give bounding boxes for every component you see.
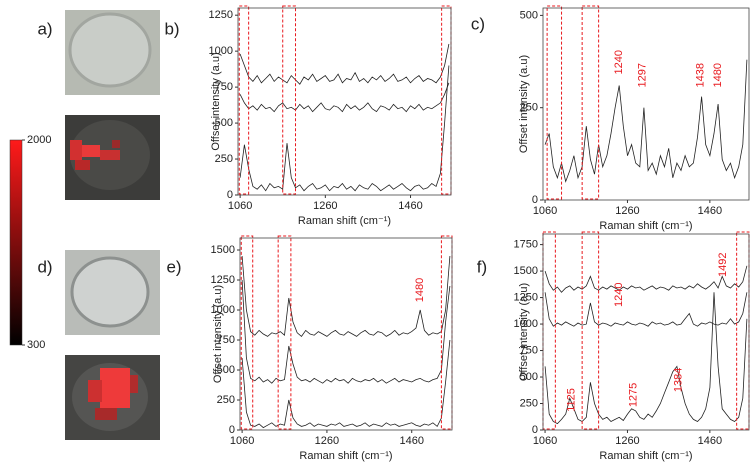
peak-annotation: 1275 (628, 383, 640, 407)
highlight-region (240, 235, 254, 430)
y-axis-label: Offset intensity (a.u) (210, 52, 222, 150)
y-tick-label: 750 (520, 344, 538, 356)
x-axis-label: Raman shift (cm⁻¹) (599, 220, 692, 232)
raman-map (65, 115, 160, 200)
plot-area (544, 59, 748, 183)
y-tick-label: 750 (215, 81, 233, 93)
colorbar (9, 139, 23, 346)
colorbar-tick-label: 300 (27, 339, 45, 351)
peak-annotation: 1438 (695, 63, 707, 87)
x-tick-label: 1460 (398, 200, 422, 212)
spectrum-line (239, 82, 450, 113)
x-tick-label: 1260 (615, 205, 639, 217)
highlight-region (441, 5, 452, 195)
spectrum-line (544, 292, 748, 425)
y-tick-label: 750 (217, 334, 235, 346)
y-tick-label: 0 (532, 424, 538, 436)
y-tick-label: 1750 (514, 239, 538, 251)
peak-annotation: 1384 (672, 368, 684, 392)
spectrum-line (544, 59, 748, 183)
peak-annotation: 1240 (613, 50, 625, 74)
y-tick-label: 0 (227, 189, 233, 201)
highlight-region (440, 235, 453, 430)
y-tick-label: 0 (229, 424, 235, 436)
y-tick-label: 500 (215, 117, 233, 129)
bright-field-image (65, 10, 160, 95)
x-tick-label: 1060 (533, 205, 557, 217)
x-tick-label: 1260 (615, 435, 639, 447)
y-tick-label: 500 (520, 371, 538, 383)
peak-annotation: 1240 (613, 282, 625, 306)
peak-annotation: 1125 (566, 388, 578, 412)
y-tick-label: 250 (520, 102, 538, 114)
y-axis-label: Offset intensity (a.u) (212, 285, 224, 383)
peak-annotation: 1480 (712, 63, 724, 87)
panel-label: a) (37, 19, 52, 38)
x-tick-label: 1460 (698, 435, 722, 447)
x-tick-label: 1060 (228, 200, 252, 212)
spectrum-line (239, 43, 450, 85)
axes-frame (542, 233, 750, 431)
y-tick-label: 0 (532, 194, 538, 206)
x-axis-label: Raman shift (cm⁻¹) (599, 450, 692, 462)
y-tick-label: 1000 (514, 318, 538, 330)
y-tick-label: 1000 (209, 45, 233, 57)
plot-area (544, 265, 748, 425)
plot-area (239, 43, 450, 192)
panel-label: d) (37, 257, 52, 276)
x-tick-label: 1060 (533, 435, 557, 447)
plot-area (241, 255, 451, 429)
spectrum-line (241, 255, 451, 337)
x-axis-label: Raman shift (cm⁻¹) (298, 215, 391, 227)
peak-annotation: 1297 (637, 63, 649, 87)
spectrum-line (239, 65, 450, 192)
x-tick-label: 1260 (315, 435, 339, 447)
y-tick-label: 500 (217, 364, 235, 376)
y-tick-label: 1250 (514, 291, 538, 303)
panel-label: b) (164, 19, 179, 38)
highlight-region (581, 5, 600, 200)
x-tick-label: 1260 (313, 200, 337, 212)
y-tick-label: 1500 (514, 265, 538, 277)
spectrum-line (544, 265, 748, 293)
x-tick-label: 1060 (230, 435, 254, 447)
spectrum-line (241, 339, 451, 429)
spectrum-line (241, 279, 451, 384)
peak-annotation: 1480 (414, 278, 426, 302)
axes-frame (542, 7, 750, 201)
x-axis-label: Raman shift (cm⁻¹) (299, 450, 392, 462)
y-tick-label: 250 (520, 397, 538, 409)
axes-frame (237, 7, 452, 196)
raman-map (65, 355, 160, 440)
y-axis-label: Offset intensity (a.u) (518, 55, 530, 153)
bright-field-image (65, 250, 160, 335)
y-tick-label: 1000 (211, 304, 235, 316)
y-axis-label: Offset intensity (a.u) (518, 283, 530, 381)
peak-annotation: 1492 (717, 252, 729, 276)
y-tick-label: 1500 (211, 244, 235, 256)
y-tick-label: 1250 (211, 274, 235, 286)
highlight-region (542, 231, 556, 430)
highlight-region (238, 5, 250, 195)
highlight-region (282, 5, 297, 195)
y-tick-label: 500 (520, 9, 538, 21)
axes-frame (239, 237, 453, 431)
y-tick-label: 250 (215, 153, 233, 165)
panel-label: e) (166, 257, 181, 276)
panel-label: c) (471, 14, 485, 33)
y-tick-label: 1250 (209, 9, 233, 21)
x-tick-label: 1460 (698, 205, 722, 217)
highlight-region (581, 231, 600, 430)
highlight-region (277, 235, 292, 430)
panel-label: f) (477, 257, 487, 276)
x-tick-label: 1460 (399, 435, 423, 447)
y-tick-label: 250 (217, 394, 235, 406)
highlight-region (546, 5, 563, 200)
colorbar-tick-label: 2000 (27, 134, 51, 146)
spectrum-line (544, 292, 748, 327)
